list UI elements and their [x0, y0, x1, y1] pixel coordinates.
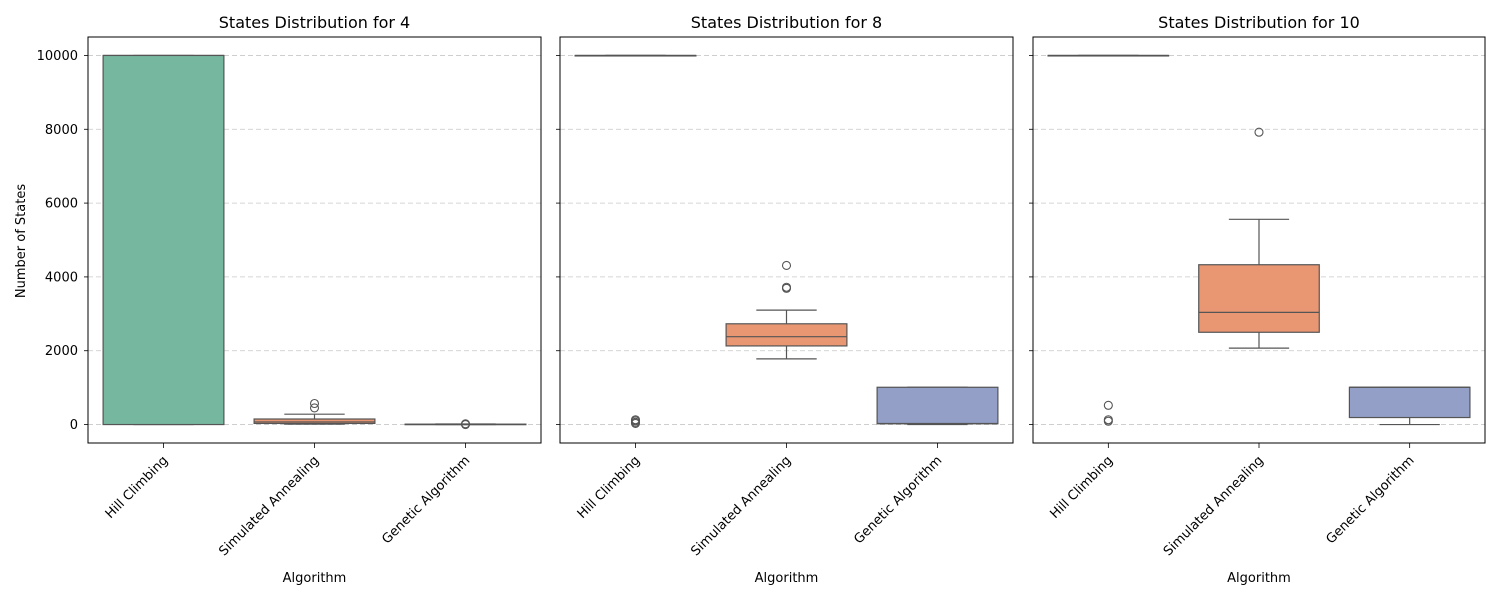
- y-tick-label: 10000: [37, 49, 78, 64]
- y-tick-label: 8000: [45, 123, 78, 138]
- panel-title: States Distribution for 4: [219, 13, 410, 32]
- box-iqr: [102, 54, 225, 426]
- outlier-point: [630, 415, 641, 425]
- axes-frame: [559, 36, 1014, 444]
- outlier-point: [460, 419, 471, 429]
- outlier-point: [1103, 415, 1113, 425]
- outlier-point: [309, 398, 320, 409]
- x-tick-label: Hill Climbing: [103, 453, 172, 522]
- x-tick-label: Simulated Annealing: [688, 453, 794, 559]
- y-tick-label: 6000: [45, 197, 78, 212]
- outlier-point: [1103, 400, 1113, 410]
- x-tick-label: Genetic Algorithm: [379, 453, 473, 547]
- box-iqr: [725, 323, 848, 347]
- box-iqr: [876, 386, 999, 425]
- outlier-point: [781, 282, 792, 292]
- y-tick-label: 0: [70, 418, 78, 433]
- y-axis-label: Number of States: [14, 184, 29, 298]
- outlier-point: [1254, 127, 1264, 137]
- x-tick-label: Simulated Annealing: [216, 453, 322, 559]
- x-tick-label: Hill Climbing: [575, 453, 644, 522]
- x-axis-label: Algorithm: [755, 571, 819, 586]
- outlier-point: [309, 403, 320, 413]
- x-tick-label: Genetic Algorithm: [1323, 453, 1417, 547]
- panel-title: States Distribution for 10: [1158, 13, 1360, 32]
- box-iqr: [253, 418, 376, 425]
- x-axis-label: Algorithm: [1227, 571, 1291, 586]
- x-axis-label: Algorithm: [283, 571, 347, 586]
- x-tick-label: Hill Climbing: [1048, 453, 1117, 522]
- x-tick-label: Genetic Algorithm: [851, 453, 945, 547]
- y-tick-label: 4000: [45, 270, 78, 285]
- box-iqr: [1348, 386, 1471, 419]
- outlier-point: [781, 260, 792, 271]
- y-tick-label: 2000: [45, 344, 78, 359]
- box-iqr: [1198, 264, 1320, 333]
- x-tick-label: Simulated Annealing: [1161, 453, 1267, 559]
- panel-title: States Distribution for 8: [691, 13, 882, 32]
